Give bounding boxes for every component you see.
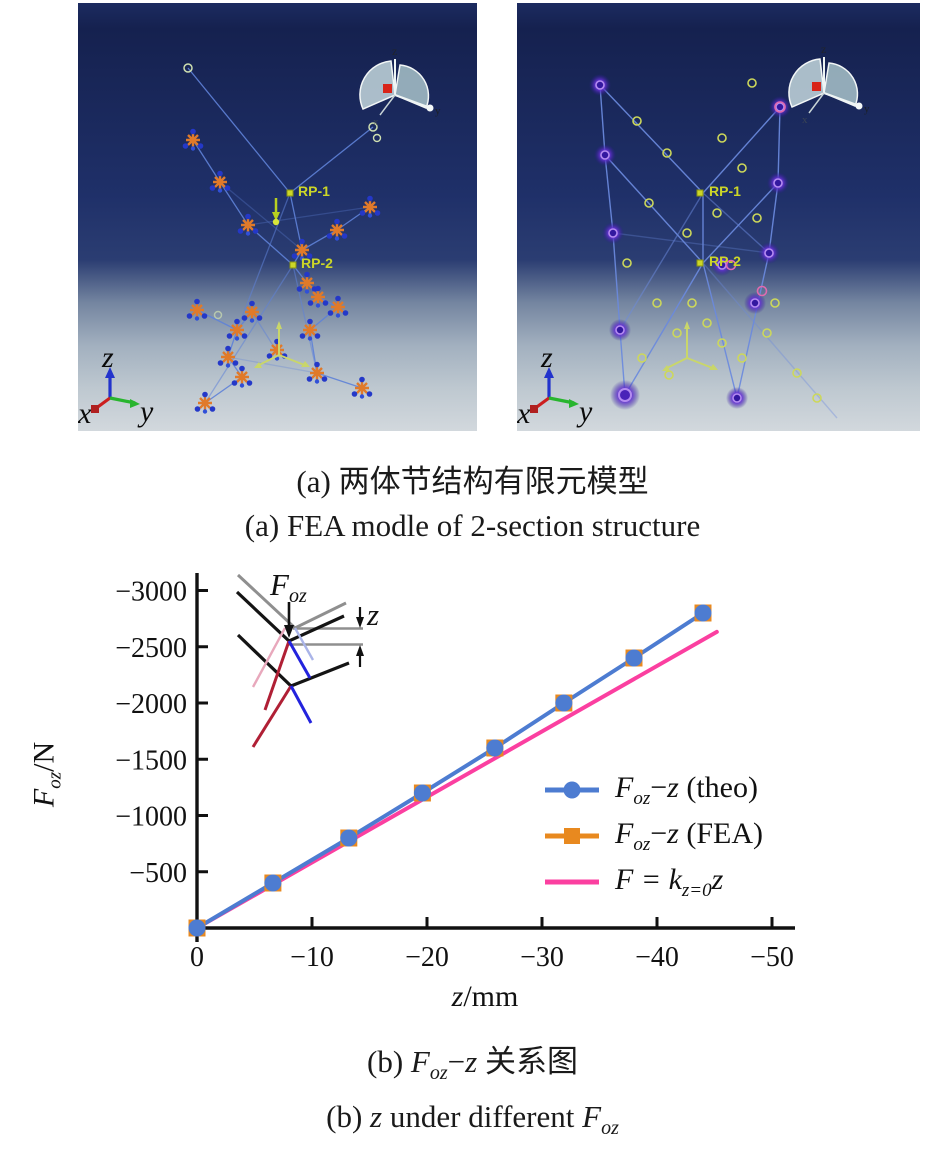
rp2-label: RP-2 bbox=[301, 255, 333, 271]
mechanism-inset: Foz z bbox=[235, 567, 379, 748]
x-tick-label: −20 bbox=[405, 942, 449, 973]
axis-triad-icon: z x y bbox=[78, 341, 154, 430]
theo-data-point bbox=[486, 739, 504, 757]
y-axis-title-sub: oz bbox=[44, 771, 66, 789]
rp2-label: RP-2 bbox=[709, 253, 741, 269]
axis-z-label: z bbox=[540, 341, 553, 374]
caption-a-zh: (a) 两体节结构有限元模型 bbox=[296, 464, 649, 499]
x-tick-label: −40 bbox=[635, 942, 679, 973]
axis-x-label: x bbox=[517, 397, 531, 430]
chart-series bbox=[188, 604, 719, 937]
x-axis-title-unit: /mm bbox=[463, 980, 519, 1013]
inset-gap-label: z bbox=[366, 597, 379, 632]
fea-model-left-image: RP-1 RP-2 bbox=[78, 3, 477, 431]
view-triad-icon: z y x bbox=[788, 42, 870, 126]
axis-z-label: z bbox=[101, 341, 114, 374]
y-tick-label: −1000 bbox=[115, 802, 187, 833]
series-line-theo bbox=[195, 611, 705, 930]
caption-b-en: (b) z under different Foz bbox=[326, 1099, 619, 1140]
fea-model-right-image: RP-1 RP-2 z x y bbox=[517, 3, 920, 431]
caption-b: (b) Foz−z 关系图 (b) z under different Foz bbox=[0, 1040, 945, 1150]
y-tick-label: −500 bbox=[129, 858, 187, 889]
legend-swatch-fea-icon bbox=[545, 828, 599, 844]
caption-a-en: (a) FEA modle of 2-section structure bbox=[244, 508, 701, 543]
x-axis-title-symbol: z bbox=[451, 980, 464, 1013]
theo-data-point bbox=[413, 784, 431, 802]
theo-data-point bbox=[188, 919, 206, 937]
y-axis-title-unit: /N bbox=[27, 741, 61, 772]
x-tick-label: −50 bbox=[750, 942, 794, 973]
view-triad-y-label: y bbox=[435, 105, 441, 117]
rp1-marker: RP-1 bbox=[696, 183, 741, 199]
fea-model-right: RP-1 RP-2 z x y bbox=[517, 3, 920, 431]
rp1-label: RP-1 bbox=[298, 183, 330, 199]
x-tick-label: −30 bbox=[520, 942, 564, 973]
rp1-label: RP-1 bbox=[709, 183, 741, 199]
legend-item-theo: Foz−z (theo) bbox=[543, 767, 763, 813]
foz-z-chart: 0 −10 −20 −30 −40 −50 −500 −1000 −1500 −2000 −2500… bbox=[0, 555, 945, 1025]
view-triad-z-label: z bbox=[392, 44, 397, 58]
legend-item-stiffness-line: F = kz=0z bbox=[543, 859, 763, 905]
chart-legend: Foz−z (theo) Foz−z (FEA) F = kz=0z bbox=[543, 767, 763, 905]
theo-data-point bbox=[340, 829, 358, 847]
legend-swatch-theo-icon bbox=[545, 781, 599, 799]
caption-a: (a) 两体节结构有限元模型 (a) FEA modle of 2-sectio… bbox=[0, 460, 945, 548]
local-csys-icon bbox=[662, 321, 718, 371]
x-tick-label: −10 bbox=[290, 942, 334, 973]
chart-axes: 0 −10 −20 −30 −40 −50 −500 −1000 −1500 −2000 −2500… bbox=[115, 573, 795, 973]
axis-triad-icon: z x y bbox=[517, 341, 593, 430]
x-axis-title: z/mm bbox=[335, 980, 635, 1014]
view-triad-x-label: x bbox=[373, 116, 379, 128]
caption-b-zh: (b) Foz−z 关系图 bbox=[367, 1044, 578, 1085]
theo-data-point bbox=[555, 694, 573, 712]
theo-data-point bbox=[694, 604, 712, 622]
y-axis-title-symbol: F bbox=[27, 788, 61, 808]
rp1-marker: RP-1 bbox=[272, 183, 330, 226]
ring-markers bbox=[183, 63, 378, 320]
y-tick-label: −3000 bbox=[115, 577, 187, 608]
legend-label-stiffness: F = kz=0z bbox=[615, 862, 724, 901]
y-tick-label: −1500 bbox=[115, 745, 187, 776]
y-axis-title: Foz/N bbox=[28, 690, 67, 860]
deformed-node-markers bbox=[588, 73, 792, 410]
fea-model-left: RP-1 RP-2 bbox=[78, 3, 477, 431]
view-triad-icon: z y x bbox=[359, 44, 441, 143]
theo-data-point bbox=[625, 649, 643, 667]
axis-x-label: x bbox=[78, 397, 92, 430]
view-triad-y-label: y bbox=[864, 103, 870, 115]
view-triad-x-label: x bbox=[802, 114, 808, 126]
legend-label-theo: Foz−z (theo) bbox=[615, 770, 758, 809]
axis-y-label: y bbox=[137, 395, 154, 428]
theo-data-point bbox=[264, 874, 282, 892]
rp2-marker: RP-2 bbox=[289, 255, 333, 271]
axis-y-label: y bbox=[576, 395, 593, 428]
x-tick-label: 0 bbox=[190, 942, 204, 973]
rp2-marker: RP-2 bbox=[696, 253, 741, 269]
y-tick-label: −2500 bbox=[115, 633, 187, 664]
inset-force-label: Foz bbox=[269, 567, 307, 607]
view-triad-z-label: z bbox=[821, 42, 826, 56]
local-csys-icon bbox=[254, 321, 310, 368]
legend-label-fea: Foz−z (FEA) bbox=[615, 816, 763, 855]
legend-item-fea: Foz−z (FEA) bbox=[543, 813, 763, 859]
legend-swatch-stiffness-icon bbox=[545, 879, 599, 885]
y-tick-label: −2000 bbox=[115, 689, 187, 720]
load-arrow-icon bbox=[272, 198, 280, 226]
chart-canvas: 0 −10 −20 −30 −40 −50 −500 −1000 −1500 −2000 −2500… bbox=[115, 567, 795, 973]
ring-markers bbox=[622, 78, 822, 403]
